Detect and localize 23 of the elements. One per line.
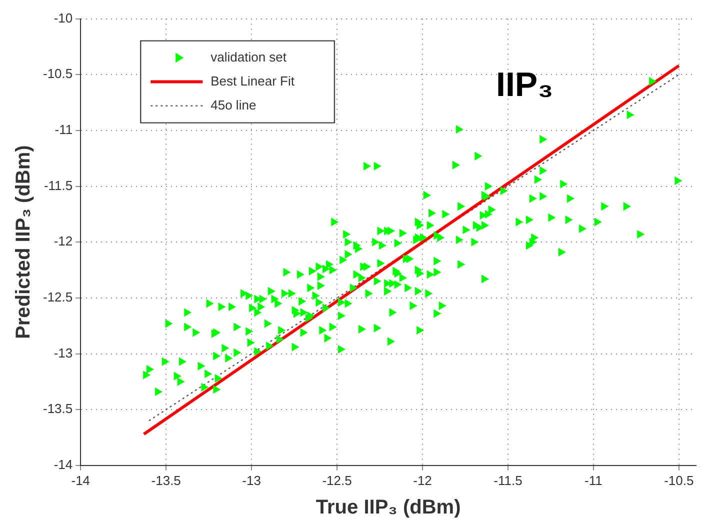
y-tick-label: -10: [54, 10, 73, 26]
x-tick-label: -11.5: [494, 472, 522, 488]
y-tick-label: -11: [54, 122, 73, 138]
legend-label: 45o line: [210, 97, 256, 112]
x-tick-label: -13.5: [151, 472, 181, 488]
legend-label: Best Linear Fit: [210, 73, 295, 88]
y-tick-label: -10.5: [42, 66, 73, 82]
y-tick-label: -12: [54, 234, 73, 249]
y-tick-label: -13: [54, 345, 73, 360]
y-tick-label: -11.5: [44, 178, 73, 193]
y-tick-label: -13.5: [42, 401, 73, 416]
x-axis-title: True IIP₃ (dBm): [316, 496, 461, 519]
annotation: IIP₃: [496, 66, 554, 104]
y-axis-title: Predicted IIP₃ (dBm): [12, 145, 35, 339]
y-tick-label: -12.5: [42, 290, 73, 305]
x-tick-label: -11: [584, 472, 602, 488]
x-tick-label: -14: [71, 472, 90, 488]
x-tick-label: -13: [242, 472, 261, 488]
x-tick-label: -10.5: [664, 472, 694, 488]
legend-label: validation set: [210, 49, 287, 64]
x-tick-label: -12.5: [322, 472, 352, 488]
x-tick-label: -12: [413, 472, 432, 488]
y-tick-label: -14: [54, 456, 73, 472]
